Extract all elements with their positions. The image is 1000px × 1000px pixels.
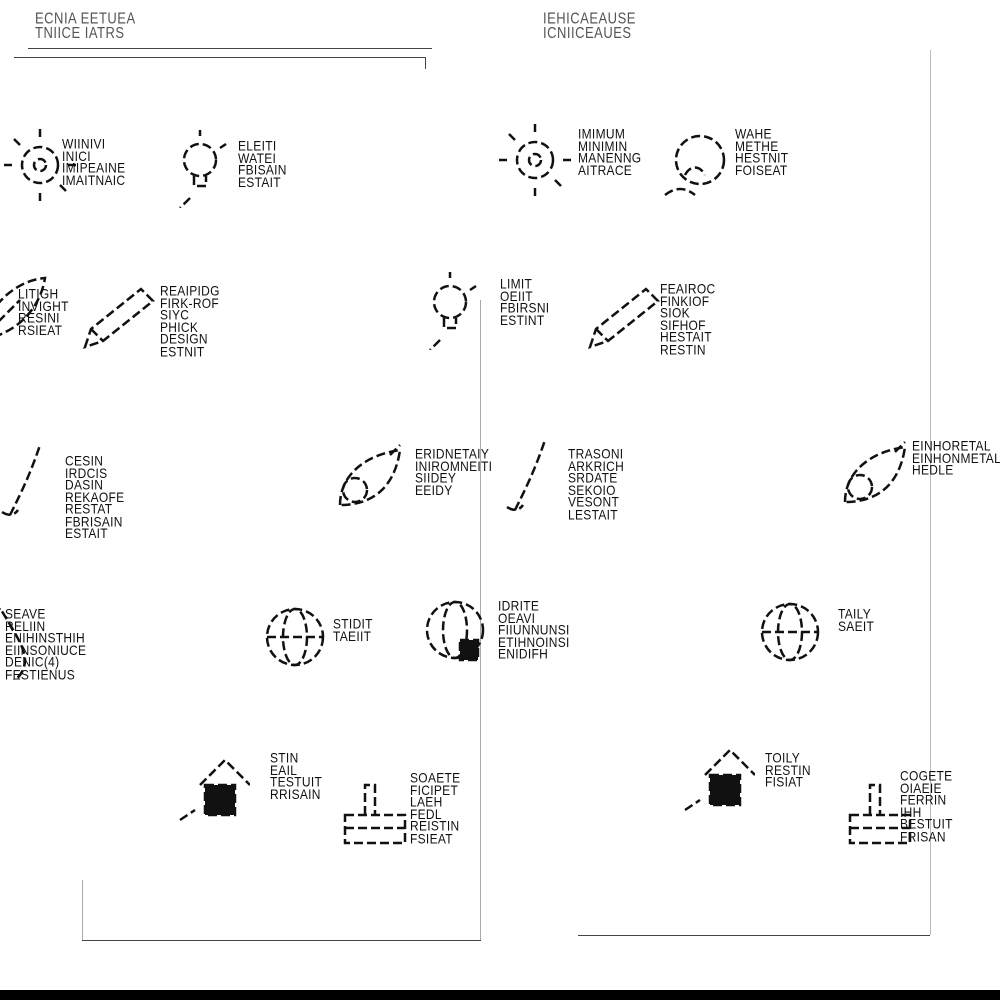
left-frame-inner-top: [14, 57, 426, 58]
leaf-arrow-icon: [325, 435, 405, 520]
feature-label: STIN EAIL TESTUIT RRISAIN: [270, 749, 323, 803]
feature-label: TOILY RESTIN FISIAT: [765, 749, 811, 790]
feature-label: SOAETE FICIPET LAEH FEDL REISTIN FSIEAT: [410, 769, 461, 847]
feature-label: IDRITE OEAVI FIIUNNUNSI ETIHNOINSI ENIDI…: [498, 597, 570, 663]
feature-label: LIMIT OEIIT FBIRSNI ESTINT: [500, 275, 550, 329]
globe-icon: [750, 590, 830, 675]
left-frame-inner-right: [425, 57, 426, 69]
drop-icon: [0, 600, 40, 687]
leaf-arrow-icon: [830, 432, 910, 517]
left-frame-top: [28, 48, 432, 49]
feature-label: WAHE METHE HESTNIT FOISEAT: [735, 125, 789, 179]
feature-label: ELEITI WATEI FBISAIN ESTAIT: [238, 137, 287, 191]
feature-label: TAILY SAEIT: [838, 605, 875, 634]
feature-label: TRASONI ARKRICH SRDATE SEKOIO VESONT LES…: [568, 445, 625, 523]
pencil-icon: [75, 275, 155, 360]
feature-label: SEAVE RELIIN ENIHINSTHIH EIINSONIUCE DEN…: [5, 605, 87, 683]
globe-icon: [255, 595, 335, 680]
sun-gear-icon: [0, 125, 80, 210]
feature-label: CESIN IRDCIS DASIN REKAOFE RESTAT FBRISA…: [65, 452, 125, 542]
left-frame-bottom: [82, 940, 481, 941]
feature-label: REAIPIDG FIRK-ROF SIYC PHICK DESIGN ESTN…: [160, 282, 220, 360]
leaf-icon: [0, 270, 50, 355]
brush-icon: [0, 440, 70, 525]
feature-label: IMIMUM MINIMIN MANENNG AITRACE: [578, 125, 642, 179]
feature-label: FEAIROC FINKIOF SIOK SIFHOF HESTAIT REST…: [660, 280, 716, 358]
sun-gear-icon: [495, 120, 575, 205]
right-panel-title: IEHICAEAUSE ICNIICEAUES: [543, 9, 636, 42]
wave-icon: [655, 125, 735, 210]
right-frame-bottom: [578, 935, 930, 936]
box-icon: [335, 770, 415, 855]
feature-label: WIINIVI INICI IMIPEAINE IMAITNAIC: [62, 135, 126, 189]
left-frame-left: [82, 880, 83, 940]
feature-label: EINHORETAL EINHONMETAL HEDLE: [912, 437, 1000, 478]
feature-label: ERIDNETAIY INIROMNEITI SIIDEY EEIDY: [415, 445, 493, 499]
globe-plug-icon: [415, 590, 495, 675]
right-frame-right: [930, 50, 931, 935]
feature-label: STIDIT TAEIIT: [333, 615, 373, 644]
feature-label: LITIGH INVIGHT RESINI RSIEAT: [18, 285, 69, 339]
brush-icon: [495, 435, 575, 520]
house-icon: [170, 750, 251, 835]
house-icon: [675, 740, 756, 825]
box-icon: [840, 770, 920, 855]
bulb-icon: [160, 128, 240, 213]
left-frame-right: [480, 300, 481, 940]
left-panel-title: ECNIA EETUEA TNIICE IATRS: [35, 9, 136, 42]
bulb-icon: [410, 270, 490, 355]
bottom-bar: [0, 990, 1000, 1000]
feature-label: COGETE OIAEIE FERRIN IHH BESTUIT FRISAN: [900, 767, 953, 845]
pencil-icon: [580, 275, 660, 360]
